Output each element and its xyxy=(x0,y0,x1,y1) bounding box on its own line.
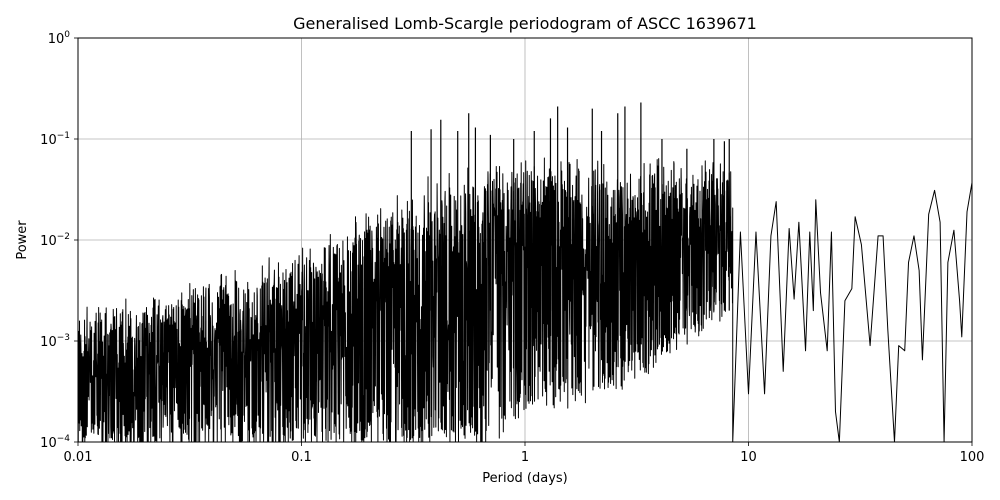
x-tick-label: 0.1 xyxy=(291,450,312,465)
y-tick-base: 10 xyxy=(40,436,57,451)
y-tick-label: 10−4 xyxy=(40,434,70,451)
y-tick-label: 10−2 xyxy=(40,232,70,249)
x-tick-label: 0.01 xyxy=(64,450,93,465)
y-axis-label: Power xyxy=(15,220,30,260)
y-tick-label: 10−3 xyxy=(40,333,70,350)
y-tick-label: 10−1 xyxy=(40,131,70,148)
y-tick-label: 100 xyxy=(48,30,71,47)
y-tick-base: 10 xyxy=(48,32,65,47)
x-axis-label: Period (days) xyxy=(482,471,568,486)
y-tick-exponent: −2 xyxy=(57,232,70,242)
y-tick-base: 10 xyxy=(40,234,57,249)
y-tick-exponent: 0 xyxy=(64,30,70,40)
chart-title: Generalised Lomb-Scargle periodogram of … xyxy=(293,14,757,33)
x-tick-label: 10 xyxy=(740,450,757,465)
y-tick-base: 10 xyxy=(40,133,57,148)
x-tick-label: 1 xyxy=(521,450,529,465)
x-tick-label: 100 xyxy=(960,450,985,465)
y-tick-exponent: −1 xyxy=(57,131,70,141)
y-tick-exponent: −4 xyxy=(57,434,71,444)
periodogram-series xyxy=(77,102,973,443)
y-tick-base: 10 xyxy=(40,335,57,350)
y-tick-exponent: −3 xyxy=(57,333,70,343)
